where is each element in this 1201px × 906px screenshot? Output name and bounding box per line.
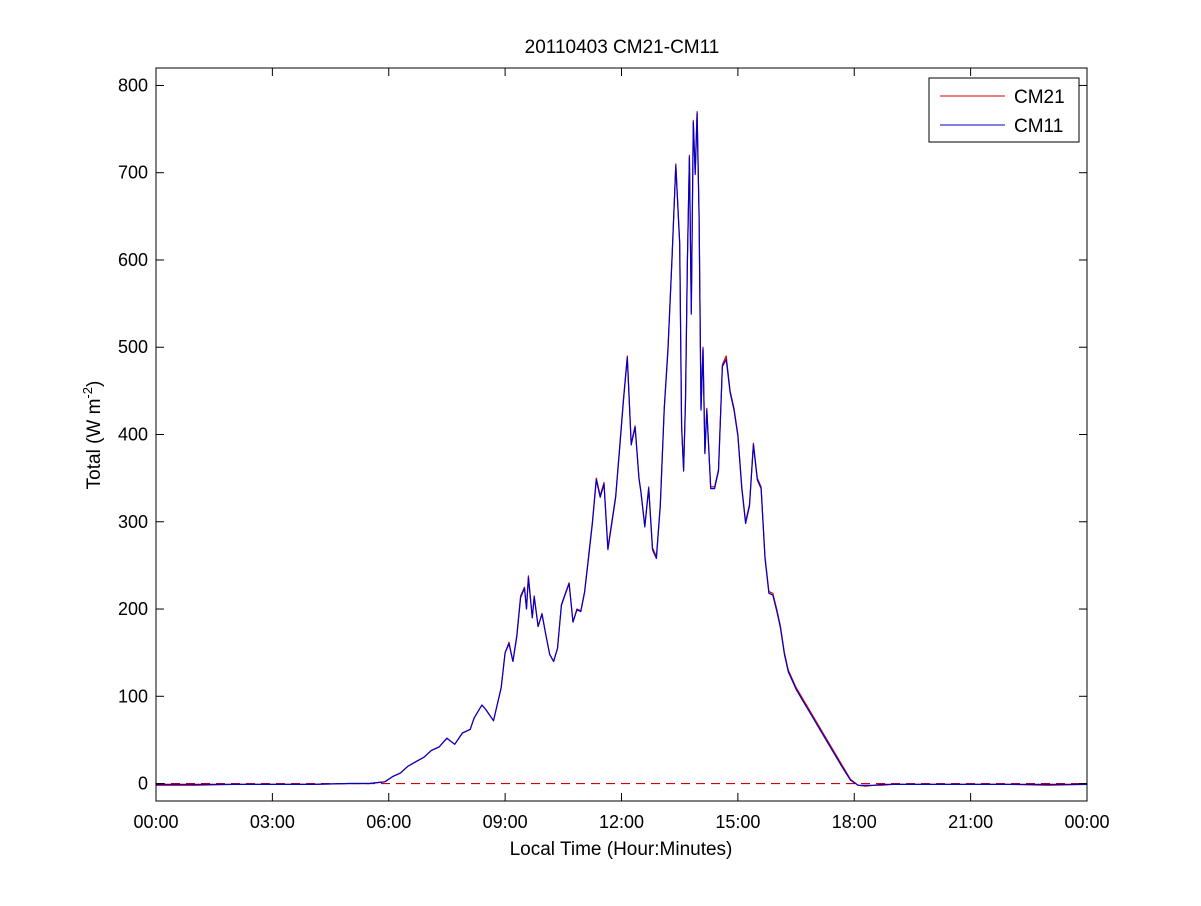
ticks-layer: 00:00 03:00 06:00 09:00 12:00 15:00 18:00 21:00…: [118, 68, 1110, 832]
y-tick-label: 500: [118, 337, 148, 357]
legend-box: [928, 77, 1080, 143]
x-tick-label: 03:00: [250, 812, 295, 832]
y-axis-label-superscript: -2: [80, 387, 95, 399]
legend-label-cm21: CM21: [1014, 87, 1065, 108]
x-tick-label: 21:00: [948, 812, 993, 832]
x-tick-label: 18:00: [832, 812, 877, 832]
y-tick-label: 0: [138, 774, 148, 794]
x-tick-label: 15:00: [715, 812, 760, 832]
y-axis-label-close: ): [84, 381, 105, 387]
y-axis-label-main: Total (W m: [84, 399, 105, 490]
series-line-cm11: [156, 112, 1087, 786]
y-axis-label: Total (W m-2): [80, 381, 105, 490]
legend-label-cm11: CM11: [1014, 116, 1063, 137]
x-axis-label: Local Time (Hour:Minutes): [510, 839, 733, 860]
y-tick-label: 300: [118, 512, 148, 532]
x-tick-label: 00:00: [133, 812, 178, 832]
y-tick-label: 200: [118, 599, 148, 619]
y-tick-label: 400: [118, 425, 148, 445]
legend: CM21 CM11: [928, 77, 1080, 143]
y-tick-label: 700: [118, 163, 148, 183]
x-tick-label: 06:00: [366, 812, 411, 832]
x-tick-label: 09:00: [483, 812, 528, 832]
y-tick-label: 600: [118, 250, 148, 270]
y-tick-label: 100: [118, 686, 148, 706]
chart-title: 20110403 CM21-CM11: [525, 37, 720, 58]
x-tick-label: 00:00: [1064, 812, 1109, 832]
x-tick-label: 12:00: [599, 812, 644, 832]
series-layer: [156, 110, 1088, 787]
y-tick-label: 800: [118, 75, 148, 95]
